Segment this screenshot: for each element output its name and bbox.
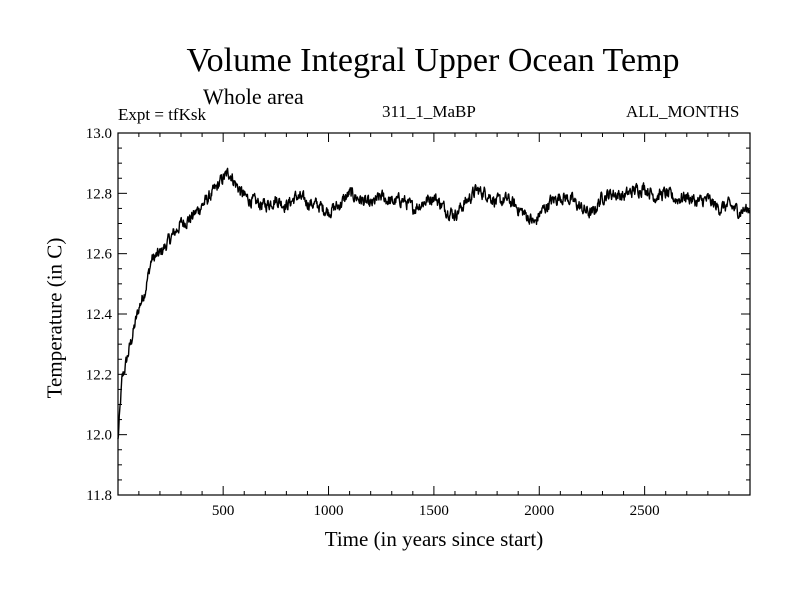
y-tick-label: 12.8 (86, 186, 112, 202)
y-tick-label: 12.0 (86, 428, 112, 444)
chart-title: Volume Integral Upper Ocean Temp (186, 42, 680, 79)
y-tick-label: 12.6 (86, 247, 113, 263)
x-tick-label: 2500 (630, 503, 660, 519)
x-tick-label: 1000 (314, 503, 344, 519)
x-tick-label: 2000 (524, 503, 554, 519)
axis-tick-labels: 500 1000 1500 2000 2500 11.8 12.0 12.2 12.4 12.6 1… (86, 126, 660, 519)
y-axis-label: Temperature (in C) (42, 237, 67, 399)
y-tick-label: 12.4 (86, 307, 113, 323)
run-id-label: 311_1_MaBP (382, 102, 476, 121)
y-tick-label: 11.8 (86, 488, 112, 504)
chart-subtitle: Whole area (203, 84, 304, 109)
months-label: ALL_MONTHS (626, 102, 740, 121)
axis-ticks (118, 132, 750, 496)
x-axis-label: Time (in years since start) (324, 527, 544, 551)
x-tick-label: 1500 (419, 503, 449, 519)
y-tick-label: 12.2 (86, 367, 112, 383)
y-tick-label: 13.0 (86, 126, 112, 142)
series-line (117, 167, 751, 440)
experiment-label: Expt = tfKsk (118, 105, 206, 124)
x-tick-label: 500 (212, 503, 235, 519)
